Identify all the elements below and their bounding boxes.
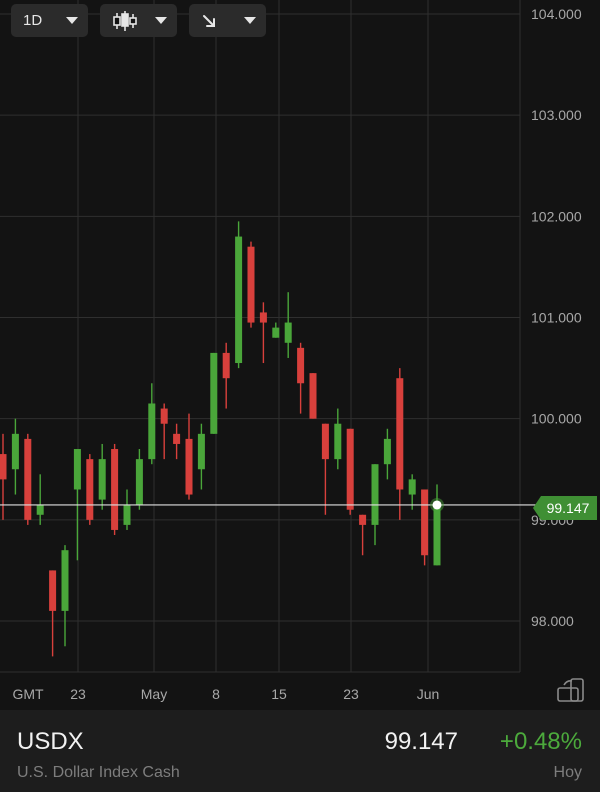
- candle-body: [247, 246, 255, 323]
- candle-body: [259, 312, 267, 323]
- instrument-info-panel[interactable]: USDX U.S. Dollar Index Cash 99.147 +0.48…: [0, 710, 600, 792]
- y-tick-label: 104.000: [531, 6, 582, 22]
- last-price-label: 99.147: [546, 500, 590, 516]
- x-tick-label: May: [141, 686, 167, 702]
- candle-body: [433, 504, 441, 566]
- candle-body: [321, 423, 329, 460]
- instrument-symbol: USDX: [17, 728, 84, 755]
- candle-body: [160, 408, 168, 424]
- candle-body: [346, 428, 354, 510]
- candle-body: [73, 449, 81, 490]
- y-tick-label: 98.000: [531, 613, 574, 629]
- candle-body: [49, 570, 57, 611]
- candle-body: [135, 459, 143, 505]
- x-tick-label: 23: [70, 686, 86, 702]
- x-tick-label: 8: [212, 686, 220, 702]
- candle-body: [371, 464, 379, 525]
- rotate-screen-icon[interactable]: [556, 678, 590, 704]
- candle-body: [98, 459, 106, 500]
- timeframe-selector[interactable]: 1D: [11, 4, 88, 37]
- candle-body: [148, 403, 156, 460]
- drawing-tool-selector[interactable]: [189, 4, 266, 37]
- candle-body: [86, 459, 94, 520]
- candle-body: [421, 489, 429, 556]
- x-tick-label: 23: [343, 686, 359, 702]
- candlestick-icon: [113, 10, 137, 31]
- chevron-down-icon: [66, 17, 78, 24]
- candle-body: [185, 438, 193, 495]
- candle-body: [61, 550, 69, 611]
- candle-body: [334, 423, 342, 460]
- candle-body: [210, 352, 218, 434]
- candle-body: [272, 327, 280, 338]
- candle-body: [284, 322, 292, 343]
- instrument-price: 99.147: [384, 728, 458, 755]
- candle-body: [359, 514, 367, 525]
- candle-body: [297, 347, 305, 384]
- timeframe-label: 1D: [23, 12, 43, 29]
- candle-body: [309, 373, 317, 419]
- chart-type-selector[interactable]: [100, 4, 177, 37]
- chevron-down-icon: [155, 17, 167, 24]
- candle-body: [396, 378, 404, 490]
- price-chart[interactable]: 104.000103.000102.000101.000100.00099.00…: [0, 0, 600, 710]
- candle-body: [11, 433, 19, 470]
- candle-body: [24, 438, 32, 520]
- y-tick-label: 101.000: [531, 310, 582, 326]
- candle-body: [36, 504, 44, 515]
- candle-body: [235, 236, 243, 364]
- y-tick-label: 102.000: [531, 208, 582, 224]
- y-tick-label: 100.000: [531, 411, 582, 427]
- candle-body: [111, 449, 119, 530]
- chart-toolbar: 1D: [11, 4, 266, 37]
- x-tick-label: 15: [271, 686, 287, 702]
- last-price-marker: [432, 500, 442, 510]
- candle-body: [197, 433, 205, 470]
- candle-body: [383, 438, 391, 465]
- candle-body: [408, 479, 416, 495]
- candle-body: [0, 454, 7, 480]
- x-tick-label: Jun: [417, 686, 440, 702]
- change-period: Hoy: [553, 764, 582, 781]
- x-tick-label: GMT: [12, 686, 44, 702]
- price-change: +0.48%: [499, 728, 582, 755]
- arrow-down-right-icon: [203, 14, 215, 27]
- candle-body: [123, 504, 131, 525]
- chevron-down-icon: [244, 17, 256, 24]
- instrument-name: U.S. Dollar Index Cash: [17, 764, 180, 781]
- y-tick-label: 103.000: [531, 107, 582, 123]
- last-price-badge: 99.147: [533, 496, 597, 520]
- candle-body: [173, 433, 181, 444]
- candle-body: [222, 352, 230, 379]
